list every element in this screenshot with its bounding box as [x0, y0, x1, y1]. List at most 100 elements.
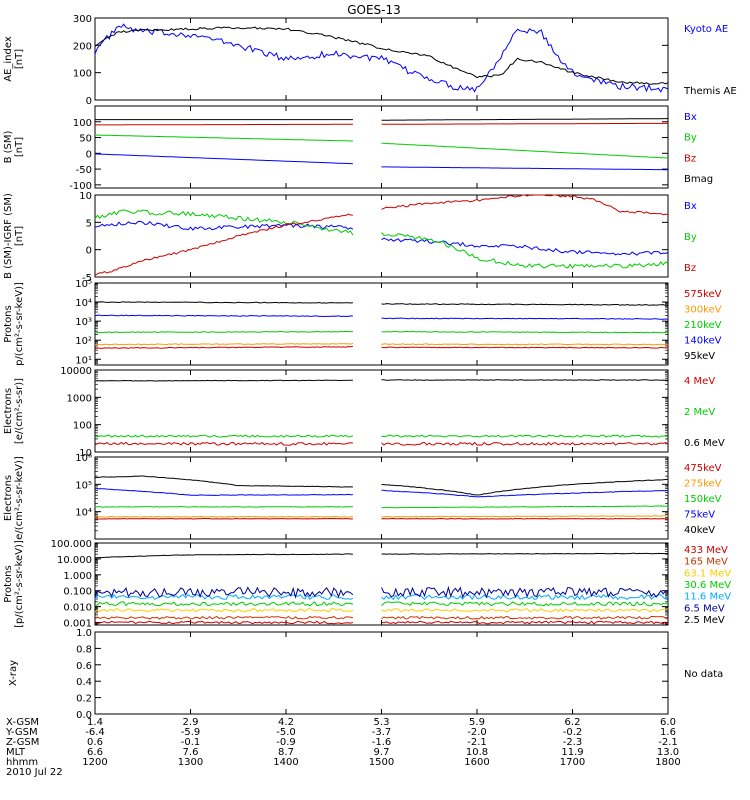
series-line-2-mev [381, 434, 669, 438]
ephemeris-value: 1200 [82, 757, 107, 768]
ephemeris-value: -5.0 [276, 727, 296, 738]
y-tick-label: 10² [75, 336, 92, 347]
y-axis-label: B (SM)[nT] [3, 130, 25, 163]
series-line-300kev [94, 342, 354, 346]
legend-entry: 475keV [684, 463, 722, 474]
series-line-bz [95, 123, 353, 126]
series-line-210kev [381, 330, 669, 334]
y-tick-label: 10⁵ [75, 480, 92, 491]
date-label: 2010 Jul 22 [6, 767, 63, 778]
legend-entry: 63.1 MeV [684, 568, 731, 579]
legend-entry: 0.6 MeV [684, 438, 725, 449]
y-tick-label: 0 [86, 149, 92, 160]
y-tick-label: 10³ [75, 317, 92, 328]
series-line-210kev [94, 330, 353, 334]
series-line-themis-ae [94, 26, 669, 85]
ephemeris-value: 11.9 [561, 747, 583, 758]
y-tick-label: 0.0 [76, 710, 92, 721]
legend-entry: 2 MeV [684, 407, 715, 418]
y-tick-label: -100 [69, 181, 92, 192]
y-axis-label: B (SM)-IGRF (SM)[nT] [3, 193, 25, 279]
y-tick-label: 0 [86, 246, 92, 257]
panel-5: 10 100 1000 10000 Electrons[e/(cm²-s-sr)] 4 M… [3, 366, 725, 459]
ephemeris-row-label: MLT [6, 747, 26, 758]
y-tick-label: 10⁶ [75, 453, 92, 464]
y-tick-label: 10 [79, 448, 92, 459]
y-tick-label: 200 [73, 41, 92, 52]
legend-entry: By [684, 232, 697, 243]
y-tick-label: -50 [76, 165, 92, 176]
y-axis-label-line: [nT] [14, 137, 25, 157]
legend-entry: By [684, 133, 697, 144]
ephemeris-value: 1500 [369, 757, 394, 768]
series-line-63.1-mev [94, 608, 354, 613]
series-line-2.5-mev [381, 552, 669, 555]
series-line-433-mev [94, 620, 354, 625]
legend-entry: 11.6 MeV [684, 592, 731, 603]
ephemeris-value: 5.3 [374, 717, 390, 728]
series-line-2-mev [94, 434, 354, 438]
y-tick-label: -5 [82, 273, 92, 284]
series-line-2.5-mev [94, 553, 353, 559]
ephemeris-value: 1800 [655, 757, 680, 768]
panel-legend: 575keV 300keV 210keV 140keV 95keV [684, 289, 722, 362]
series-line-433-mev [381, 620, 669, 625]
y-axis-label-line: [e/(cm²-s-sr)] [14, 378, 25, 444]
ephemeris-value: 6.6 [87, 747, 103, 758]
series-line-bx [381, 166, 668, 171]
series-line-kyoto-ae [94, 23, 669, 93]
y-axis-label-line: Protons [3, 305, 14, 342]
series-line-475kev [381, 517, 668, 520]
legend-entry: 575keV [684, 289, 722, 300]
ephemeris-value: 4.2 [278, 717, 294, 728]
series-line-575kev [381, 346, 669, 349]
series-line-bz [381, 122, 669, 125]
series-line-by [94, 134, 353, 142]
y-tick-label: 10 [79, 191, 92, 202]
series-line-140kev [381, 317, 669, 320]
y-axis-label-line: AE_index [3, 36, 14, 82]
series-line-275kev [95, 515, 353, 518]
legend-entry: Themis AE [683, 86, 737, 97]
series-line-150kev [94, 506, 353, 508]
y-axis-label-line: [nT] [14, 49, 25, 69]
ephemeris-value: 10.8 [466, 747, 488, 758]
series-line-bx [381, 237, 669, 256]
ephemeris-value: 1600 [464, 757, 489, 768]
ephemeris-value: 8.7 [278, 747, 294, 758]
ephemeris-value: -2.1 [467, 737, 487, 748]
series-line-63.1-mev [381, 608, 669, 613]
legend-entry: Kyoto AE [684, 24, 728, 35]
legend-entry: 165 MeV [684, 557, 728, 568]
ephemeris-value: 2.9 [183, 717, 199, 728]
y-tick-label: 1000 [67, 393, 92, 404]
y-tick-label: 0.8 [76, 644, 92, 655]
series-line-0.6-mev [94, 379, 353, 382]
panel-frame [94, 631, 669, 715]
panel-frame [94, 105, 669, 189]
panel-8: 0.0 0.2 0.4 0.6 0.8 1.0 X-ray No data [8, 628, 723, 721]
x-axis-ephemeris: X-GSM 1.4 2.9 4.2 5.3 5.9 6.2 6.0Y-GSM -6.4 -5.9-… [5, 717, 681, 778]
legend-entry: 275keV [684, 479, 722, 490]
y-axis-label: Electronse/(cm²-s-sr-keV)] [3, 456, 25, 540]
series-line-11.6-mev [94, 593, 354, 601]
legend-entry: 4 MeV [684, 376, 715, 387]
ephemeris-row-label: X-GSM [6, 717, 39, 728]
legend-entry: 300keV [684, 305, 722, 316]
series-line-0.6-mev [381, 379, 668, 381]
ephemeris-value: -0.9 [276, 737, 296, 748]
ephemeris-value: -0.1 [181, 737, 201, 748]
legend-entry: Bx [684, 112, 697, 123]
ephemeris-value: 1.6 [660, 727, 676, 738]
ephemeris-value: 1.4 [87, 717, 103, 728]
series-line-30.6-mev [94, 601, 354, 607]
panel-1: 0 100 200 300 AE_index[nT] Kyoto AE Themis AE [3, 14, 737, 107]
panel-legend: 4 MeV 2 MeV 0.6 MeV [684, 376, 725, 449]
y-tick-label: 100 [73, 118, 92, 129]
legend-entry: 433 MeV [684, 545, 728, 556]
legend-entry: 210keV [684, 320, 722, 331]
panel-frame [94, 17, 669, 101]
y-axis-label-line: B (SM) [3, 130, 14, 163]
